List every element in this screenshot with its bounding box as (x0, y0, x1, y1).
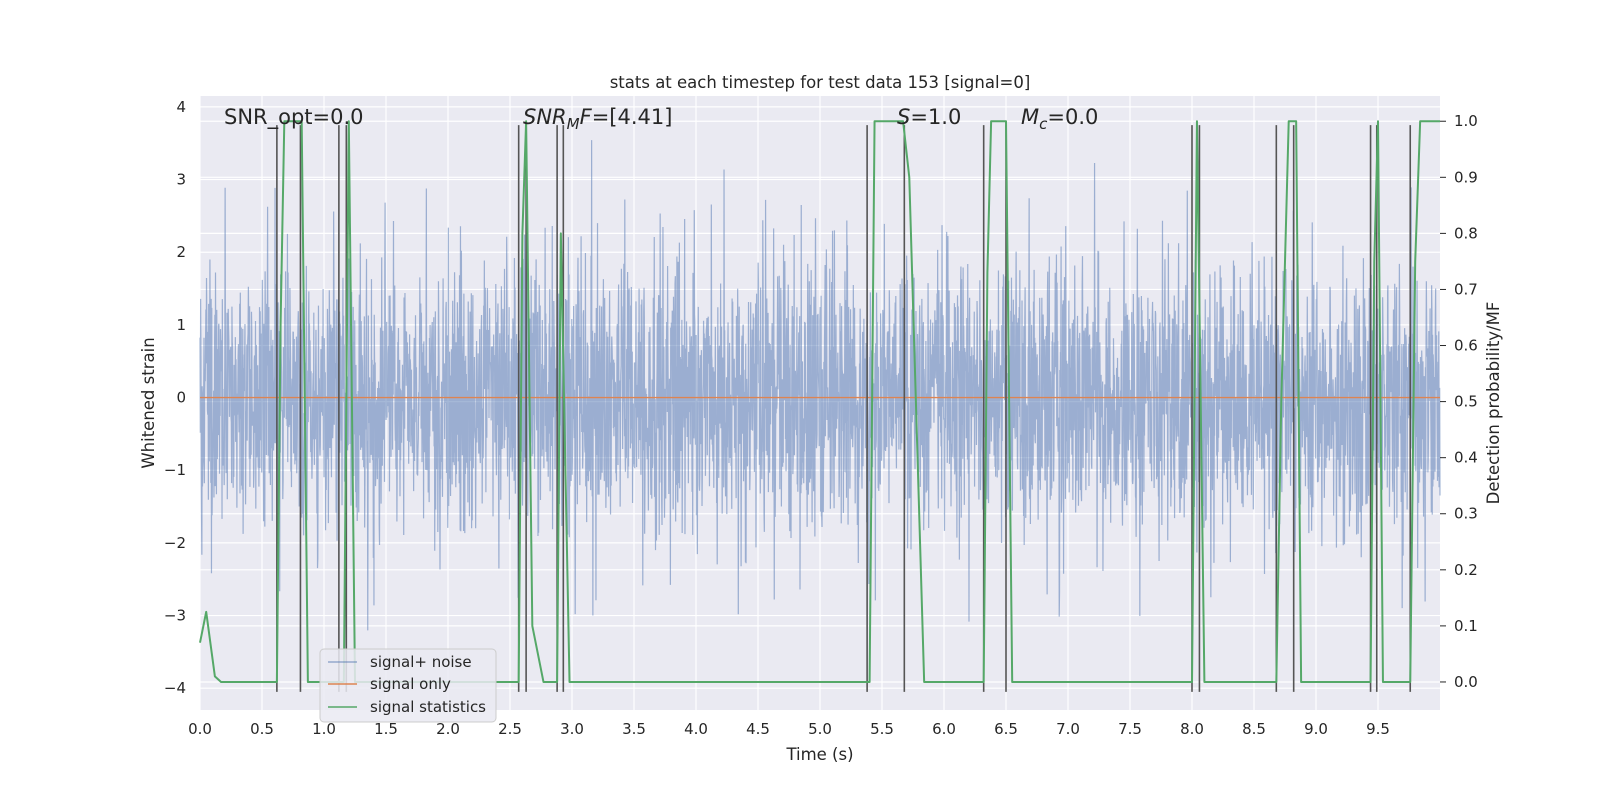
annotation-snr-mf: SNRMF=[4.41] (523, 105, 672, 133)
y-right-tick-label: 0.5 (1454, 393, 1478, 411)
x-tick-label: 8.5 (1242, 720, 1266, 738)
x-tick-label: 6.0 (932, 720, 956, 738)
x-tick-label: 7.5 (1118, 720, 1142, 738)
y-tick-label: 3 (176, 171, 186, 189)
y-right-tick-label: 1.0 (1454, 112, 1478, 130)
y-tick-label: 0 (176, 389, 186, 407)
annotation-snr-opt: SNR_opt=0.0 (224, 105, 364, 130)
x-tick-label: 2.5 (498, 720, 522, 738)
x-tick-label: 9.0 (1304, 720, 1328, 738)
y-tick-label: −1 (164, 461, 186, 479)
chart-title: stats at each timestep for test data 153… (610, 73, 1031, 92)
noise-trace (199, 140, 1441, 631)
y-right-tick-label: 0.1 (1454, 617, 1478, 635)
y-tick-label: 2 (176, 243, 186, 261)
x-tick-label: 1.0 (312, 720, 336, 738)
y-right-tick-label: 0.0 (1454, 673, 1478, 691)
x-tick-label: 4.0 (684, 720, 708, 738)
y-right-tick-label: 0.6 (1454, 337, 1478, 355)
legend-label-signal-only: signal only (370, 675, 451, 693)
x-axis-label: Time (s) (785, 745, 853, 764)
y-right-tick-label: 0.3 (1454, 505, 1478, 523)
x-tick-label: 8.0 (1180, 720, 1204, 738)
x-ticks: 0.0 0.5 1.0 1.5 2.0 2.5 3.0 3.5 4.0 4.5 5.0 5.5 6.0 6… (188, 720, 1390, 738)
x-tick-label: 5.0 (808, 720, 832, 738)
legend-label-statistics: signal statistics (370, 698, 486, 716)
y-tick-label: −4 (164, 679, 186, 697)
x-tick-label: 3.5 (622, 720, 646, 738)
x-tick-label: 2.0 (436, 720, 460, 738)
x-tick-label: 3.0 (560, 720, 584, 738)
y-right-tick-label: 0.8 (1454, 224, 1478, 242)
noise-series (199, 140, 1441, 631)
x-tick-label: 7.0 (1056, 720, 1080, 738)
x-tick-label: 9.5 (1366, 720, 1390, 738)
x-tick-label: 6.5 (994, 720, 1018, 738)
y-ticks: −4 −3 −2 −1 0 1 2 3 4 (164, 98, 186, 697)
x-tick-label: 1.5 (374, 720, 398, 738)
x-tick-label: 0.0 (188, 720, 212, 738)
y-right-tick-label: 0.2 (1454, 561, 1478, 579)
legend-box (319, 648, 497, 723)
y-right-tick-label: 0.4 (1454, 449, 1478, 467)
annotation-s: S=1.0 (897, 105, 961, 129)
y-right-tick-label: 0.7 (1454, 280, 1478, 298)
y-tick-label: −3 (164, 607, 186, 625)
y-axis-label-right: Detection probability/MF (1484, 302, 1503, 505)
y-right-tick-label: 0.9 (1454, 168, 1478, 186)
y-axis-label: Whitened strain (139, 337, 158, 468)
legend: signal+ noise signal only signal statist… (319, 648, 497, 723)
y-tick-label: 1 (176, 316, 186, 334)
statistics-series (199, 120, 1440, 683)
x-tick-label: 5.5 (870, 720, 894, 738)
y-tick-label: −2 (164, 534, 186, 552)
statistics-line (199, 120, 1440, 683)
y-tick-label: 4 (176, 98, 186, 116)
annotation-mc: Mc=0.0 (1021, 105, 1098, 133)
x-tick-label: 0.5 (250, 720, 274, 738)
x-tick-label: 4.5 (746, 720, 770, 738)
legend-label-noise: signal+ noise (370, 653, 472, 671)
y-ticks-right: 0.0 0.1 0.2 0.3 0.4 0.5 0.6 0.7 0.8 0.9 1.0 (1440, 112, 1478, 691)
